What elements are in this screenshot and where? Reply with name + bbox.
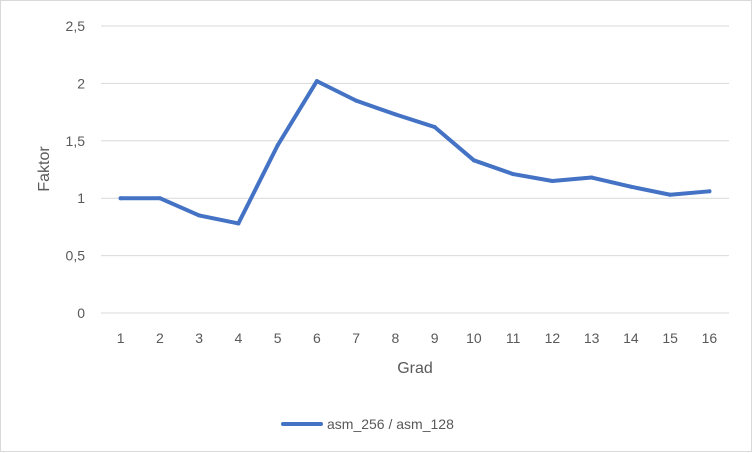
data-point bbox=[550, 178, 555, 183]
x-tick-label: 14 bbox=[623, 330, 639, 346]
y-tick-label: 1 bbox=[77, 190, 85, 206]
legend: asm_256 / asm_128 bbox=[281, 416, 454, 432]
data-point bbox=[236, 221, 241, 226]
data-point bbox=[432, 125, 437, 130]
data-point bbox=[668, 192, 673, 197]
data-point bbox=[197, 213, 202, 218]
x-tick-labels: 1 2 3 4 5 6 7 8 9 10 11 12 13 14 15 16 bbox=[117, 330, 718, 346]
x-tick-label: 2 bbox=[156, 330, 164, 346]
x-tick-label: 9 bbox=[431, 330, 439, 346]
y-tick-labels: 0 0,5 1 1,5 2 2,5 bbox=[66, 18, 86, 321]
x-tick-label: 10 bbox=[466, 330, 482, 346]
x-tick-label: 12 bbox=[545, 330, 561, 346]
data-point bbox=[471, 158, 476, 163]
x-tick-label: 16 bbox=[702, 330, 718, 346]
x-tick-label: 11 bbox=[506, 330, 521, 346]
data-point bbox=[707, 189, 712, 194]
y-tick-label: 1,5 bbox=[66, 133, 86, 149]
gridlines bbox=[101, 25, 729, 314]
x-tick-label: 4 bbox=[234, 330, 242, 346]
data-point bbox=[118, 196, 123, 201]
data-point bbox=[314, 79, 319, 84]
data-point bbox=[511, 172, 516, 177]
data-point bbox=[157, 196, 162, 201]
y-tick-label: 0,5 bbox=[66, 248, 86, 264]
x-tick-label: 1 bbox=[117, 330, 125, 346]
x-axis-title: Grad bbox=[397, 360, 433, 377]
x-tick-label: 13 bbox=[584, 330, 600, 346]
y-axis-title: Faktor bbox=[36, 146, 53, 192]
data-point bbox=[628, 184, 633, 189]
x-tick-label: 8 bbox=[391, 330, 399, 346]
y-tick-label: 2,5 bbox=[66, 18, 86, 34]
series-line bbox=[118, 79, 712, 226]
data-point bbox=[275, 143, 280, 148]
x-tick-label: 6 bbox=[313, 330, 321, 346]
x-tick-label: 5 bbox=[274, 330, 282, 346]
data-point bbox=[589, 175, 594, 180]
y-tick-label: 2 bbox=[77, 75, 85, 91]
x-tick-label: 3 bbox=[195, 330, 203, 346]
x-tick-label: 15 bbox=[662, 330, 678, 346]
series-group bbox=[118, 79, 712, 226]
y-tick-label: 0 bbox=[77, 305, 85, 321]
data-point bbox=[354, 98, 359, 103]
data-point bbox=[393, 112, 398, 117]
x-tick-label: 7 bbox=[352, 330, 360, 346]
legend-label: asm_256 / asm_128 bbox=[327, 416, 454, 432]
